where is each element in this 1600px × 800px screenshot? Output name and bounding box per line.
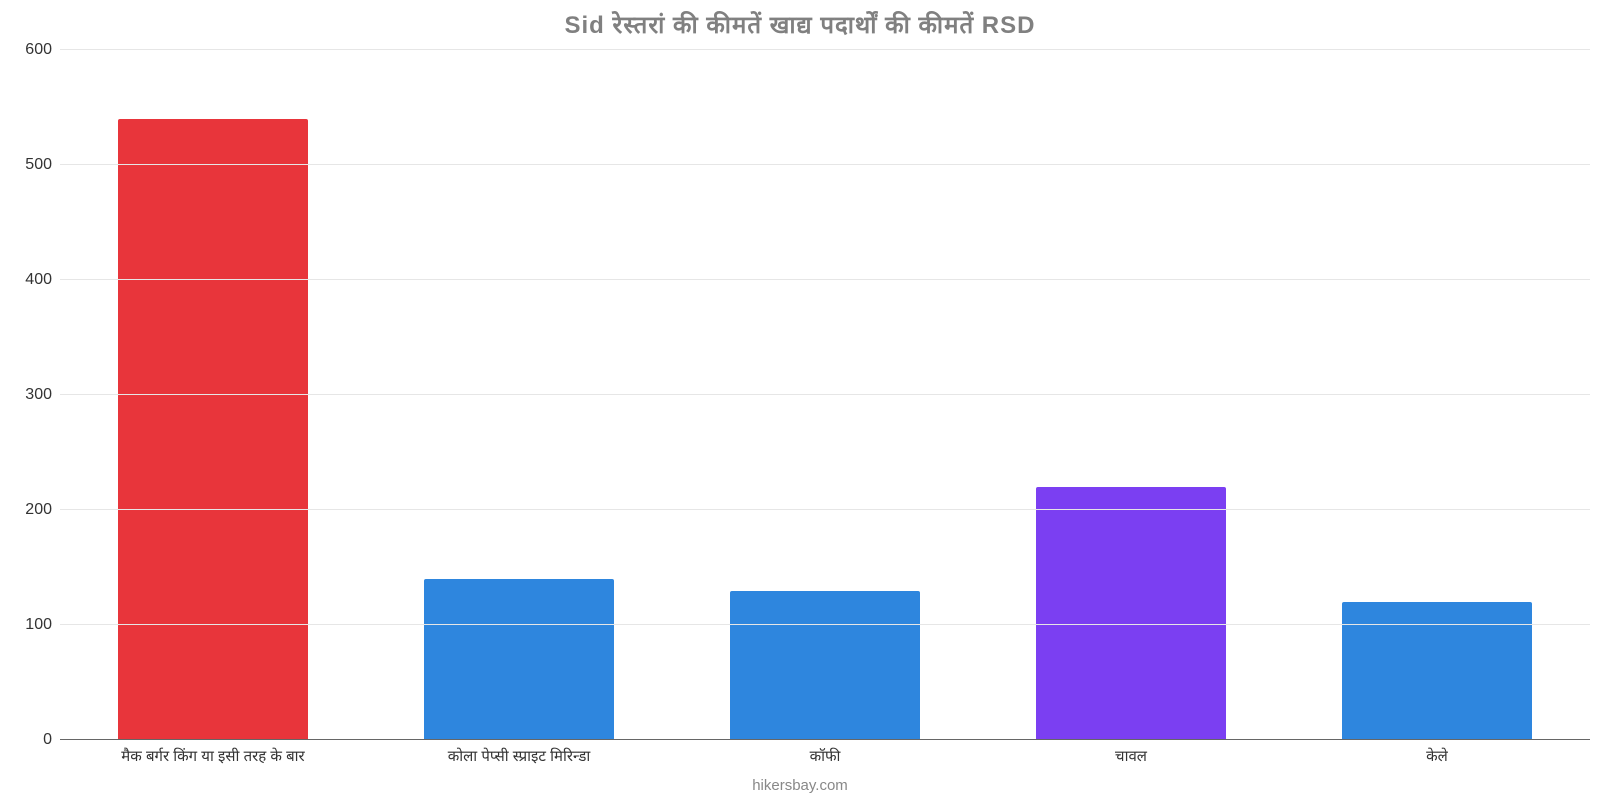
- y-tick-label: 100: [25, 616, 52, 634]
- bars-container: RSD 540मैक बर्गर किंग या इसी तरह के बारR…: [60, 50, 1590, 740]
- gridline: [60, 739, 1590, 740]
- y-tick-label: 400: [25, 271, 52, 289]
- bar: [424, 579, 614, 740]
- gridline: [60, 279, 1590, 280]
- y-tick-label: 600: [25, 41, 52, 59]
- bar: [730, 591, 920, 741]
- chart-title: Sid रेस्तरां की कीमतें खाद्य पदार्थों की…: [0, 8, 1600, 41]
- x-category-label: कोला पेप्सी स्प्राइट मिरिन्डा: [448, 746, 591, 766]
- gridline: [60, 509, 1590, 510]
- y-tick-label: 300: [25, 386, 52, 404]
- y-tick-label: 0: [43, 731, 52, 749]
- bar-slot: RSD 540मैक बर्गर किंग या इसी तरह के बार: [60, 50, 366, 740]
- x-category-label: कॉफी: [810, 746, 841, 766]
- bar: [1342, 602, 1532, 740]
- y-tick-label: 200: [25, 501, 52, 519]
- bar-slot: RSD 220चावल: [978, 50, 1284, 740]
- plot-area: RSD 540मैक बर्गर किंग या इसी तरह के बारR…: [60, 50, 1590, 740]
- gridline: [60, 49, 1590, 50]
- bar: [118, 119, 308, 740]
- bar-slot: RSD 120केले: [1284, 50, 1590, 740]
- y-tick-label: 500: [25, 156, 52, 174]
- x-category-label: चावल: [1115, 746, 1147, 766]
- gridline: [60, 164, 1590, 165]
- gridline: [60, 624, 1590, 625]
- x-category-label: मैक बर्गर किंग या इसी तरह के बार: [121, 746, 304, 766]
- attribution-text: hikersbay.com: [0, 777, 1600, 794]
- x-category-label: केले: [1426, 746, 1448, 766]
- gridline: [60, 394, 1590, 395]
- bar-slot: RSD 140कोला पेप्सी स्प्राइट मिरिन्डा: [366, 50, 672, 740]
- bar-slot: RSD 130कॉफी: [672, 50, 978, 740]
- bar: [1036, 487, 1226, 740]
